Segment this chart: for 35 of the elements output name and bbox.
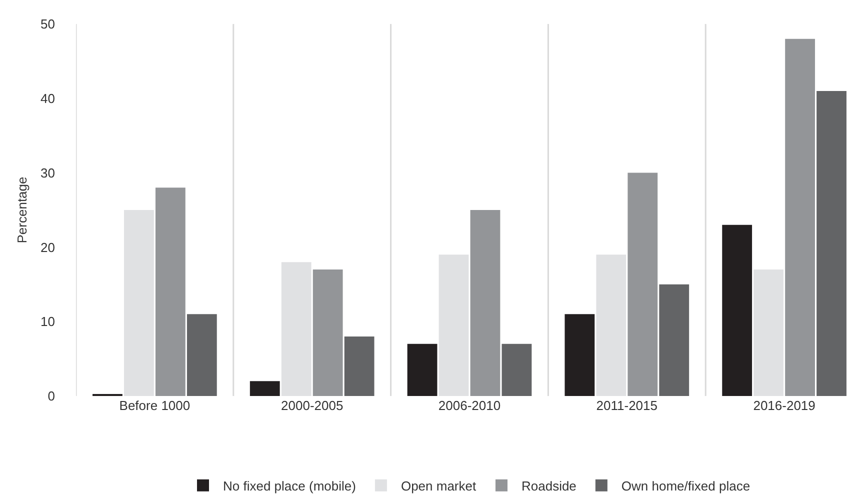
legend-label: Roadside bbox=[521, 478, 576, 494]
y-tick-label: 20 bbox=[40, 240, 55, 255]
y-tick-label: 0 bbox=[48, 388, 55, 404]
bar bbox=[502, 344, 532, 396]
bar bbox=[438, 254, 469, 396]
bar bbox=[754, 270, 784, 396]
bar bbox=[659, 284, 690, 396]
x-tick-label: 2006-2010 bbox=[438, 398, 501, 413]
bar bbox=[281, 262, 312, 396]
bar bbox=[344, 336, 374, 396]
legend-label: Own home/fixed place bbox=[621, 478, 750, 494]
legend-label: No fixed place (mobile) bbox=[223, 478, 356, 494]
x-tick-label: Before 1000 bbox=[119, 398, 190, 413]
legend-label: Open market bbox=[400, 478, 476, 494]
bar bbox=[628, 172, 658, 396]
y-axis-title: Percentage bbox=[14, 176, 30, 244]
x-tick-label: 2016-2019 bbox=[753, 398, 816, 413]
y-tick-label: 30 bbox=[40, 165, 55, 180]
bar bbox=[785, 38, 815, 396]
bar bbox=[312, 270, 343, 396]
bar bbox=[407, 344, 438, 396]
bar bbox=[470, 210, 500, 396]
y-tick-label: 40 bbox=[40, 90, 55, 106]
bar bbox=[816, 90, 846, 396]
y-tick-label: 50 bbox=[40, 16, 55, 32]
bar bbox=[155, 188, 186, 396]
bar bbox=[564, 314, 595, 396]
x-tick-label: 2011-2015 bbox=[596, 398, 658, 413]
bar bbox=[124, 210, 154, 396]
x-tick-label: 2000-2005 bbox=[281, 398, 344, 413]
y-tick-label: 10 bbox=[40, 314, 55, 330]
bar bbox=[596, 254, 626, 396]
bar bbox=[186, 314, 217, 396]
bar bbox=[250, 381, 280, 396]
bar bbox=[722, 224, 752, 396]
